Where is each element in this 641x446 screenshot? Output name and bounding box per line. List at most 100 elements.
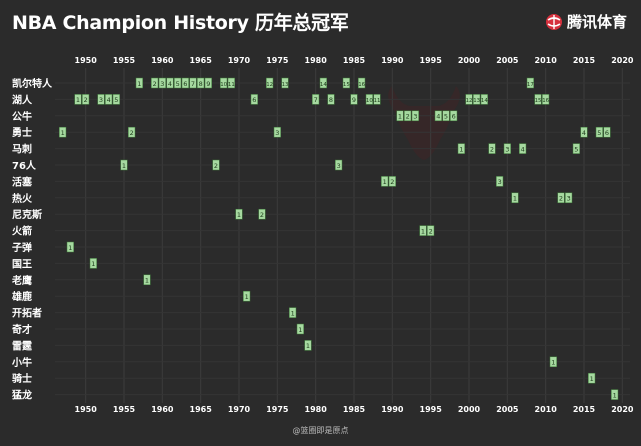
x-tick-label: 1950 — [75, 56, 98, 65]
team-label: 雄鹿 — [11, 290, 32, 303]
x-tick-label: 2010 — [535, 56, 558, 65]
x-tick-label: 2010 — [535, 405, 558, 414]
championship-box — [373, 94, 381, 105]
x-tick-label: 1970 — [228, 56, 251, 65]
x-tick-label: 2005 — [496, 405, 519, 414]
championship-box — [59, 126, 67, 138]
championship-count-label: 1 — [68, 244, 72, 252]
championship-count-label: 13 — [473, 98, 480, 104]
championship-box — [296, 323, 304, 335]
championship-box — [128, 126, 136, 138]
championship-box — [488, 143, 496, 154]
championship-box — [281, 77, 289, 89]
championship-count-label: 5 — [114, 96, 118, 104]
championship-box — [66, 241, 74, 253]
championship-box — [181, 77, 189, 89]
x-tick-label: 2000 — [458, 405, 481, 414]
championship-count-label: 11 — [374, 98, 381, 104]
championship-count-label: 9 — [206, 80, 210, 88]
championship-box — [212, 159, 220, 171]
championship-box — [250, 94, 258, 105]
championship-box — [549, 356, 557, 368]
championship-box — [595, 126, 603, 138]
championship-count-label: 1 — [91, 260, 95, 268]
championship-box — [519, 143, 527, 154]
x-tick-label: 2000 — [458, 56, 481, 65]
x-tick-label: 1965 — [190, 56, 213, 65]
championship-box — [220, 77, 228, 89]
team-label: 公牛 — [12, 110, 32, 123]
championship-count-label: 15 — [343, 82, 350, 88]
championship-count-label: 1 — [76, 96, 80, 104]
championship-count-label: 14 — [481, 98, 488, 104]
championship-box — [588, 372, 596, 384]
logo-text: 腾讯体育 — [567, 13, 628, 31]
championship-count-label: 4 — [436, 113, 440, 121]
championship-box — [319, 77, 327, 89]
championship-count-label: 1 — [551, 359, 555, 367]
championship-count-label: 17 — [527, 82, 534, 88]
championship-count-label: 2 — [153, 80, 157, 88]
championship-box — [511, 192, 519, 204]
championship-count-label: 6 — [252, 96, 256, 104]
x-tick-label: 1975 — [266, 56, 289, 65]
championship-box — [611, 389, 619, 400]
championship-box — [442, 110, 450, 122]
championship-box — [135, 77, 143, 89]
championship-count-label: 12 — [466, 98, 473, 104]
championship-count-label: 1 — [145, 277, 149, 285]
x-tick-label: 1995 — [420, 56, 443, 65]
championship-box — [235, 208, 243, 220]
championship-box — [557, 192, 565, 204]
championship-box — [404, 110, 412, 122]
championship-box — [189, 77, 197, 89]
championship-box — [503, 143, 511, 154]
championship-box — [89, 258, 97, 269]
championship-count-label: 3 — [160, 80, 164, 88]
x-tick-label: 1970 — [228, 405, 251, 414]
championship-count-label: 4 — [521, 145, 525, 153]
championship-box — [565, 192, 573, 204]
championship-box — [434, 110, 442, 122]
championship-box — [480, 94, 488, 105]
x-tick-label: 2020 — [611, 405, 634, 414]
x-tick-label: 1985 — [343, 405, 366, 414]
tencent-sports-logo: 腾讯体育 — [545, 11, 627, 32]
championship-box — [273, 126, 281, 138]
championship-count-label: 16 — [542, 98, 549, 104]
championship-box — [350, 94, 358, 105]
team-label: 凯尔特人 — [12, 77, 53, 90]
x-tick-label: 1950 — [75, 405, 98, 414]
championship-box — [105, 94, 113, 105]
championship-count-label: 4 — [107, 96, 111, 104]
championship-box — [243, 290, 251, 302]
team-label: 尼克斯 — [12, 208, 42, 221]
championship-count-label: 7 — [314, 96, 318, 104]
team-label: 火箭 — [12, 225, 32, 238]
championship-count-label: 14 — [320, 82, 327, 88]
championship-box — [396, 110, 404, 122]
x-tick-label: 1980 — [305, 56, 328, 65]
x-tick-label: 1965 — [190, 405, 213, 414]
championship-count-label: 1 — [298, 326, 302, 334]
championship-count-label: 16 — [358, 82, 365, 88]
championship-box — [365, 94, 373, 105]
championship-count-label: 1 — [291, 309, 295, 317]
x-tick-label: 1955 — [113, 56, 136, 65]
championship-count-label: 1 — [245, 293, 249, 301]
team-label: 老鹰 — [11, 274, 32, 287]
championship-count-label: 1 — [122, 162, 126, 170]
championship-count-label: 2 — [214, 162, 218, 170]
championship-count-label: 5 — [574, 145, 578, 153]
team-label: 猛龙 — [11, 389, 32, 402]
championship-box — [335, 159, 343, 171]
championship-count-label: 10 — [220, 82, 227, 88]
championship-count-label: 6 — [183, 80, 187, 88]
championship-box — [151, 77, 159, 89]
championship-count-label: 5 — [176, 80, 180, 88]
x-tick-label: 1955 — [113, 405, 136, 414]
championship-count-label: 5 — [597, 129, 601, 137]
championship-box — [174, 77, 182, 89]
x-tick-label: 2020 — [611, 56, 634, 65]
championship-box — [289, 307, 297, 318]
